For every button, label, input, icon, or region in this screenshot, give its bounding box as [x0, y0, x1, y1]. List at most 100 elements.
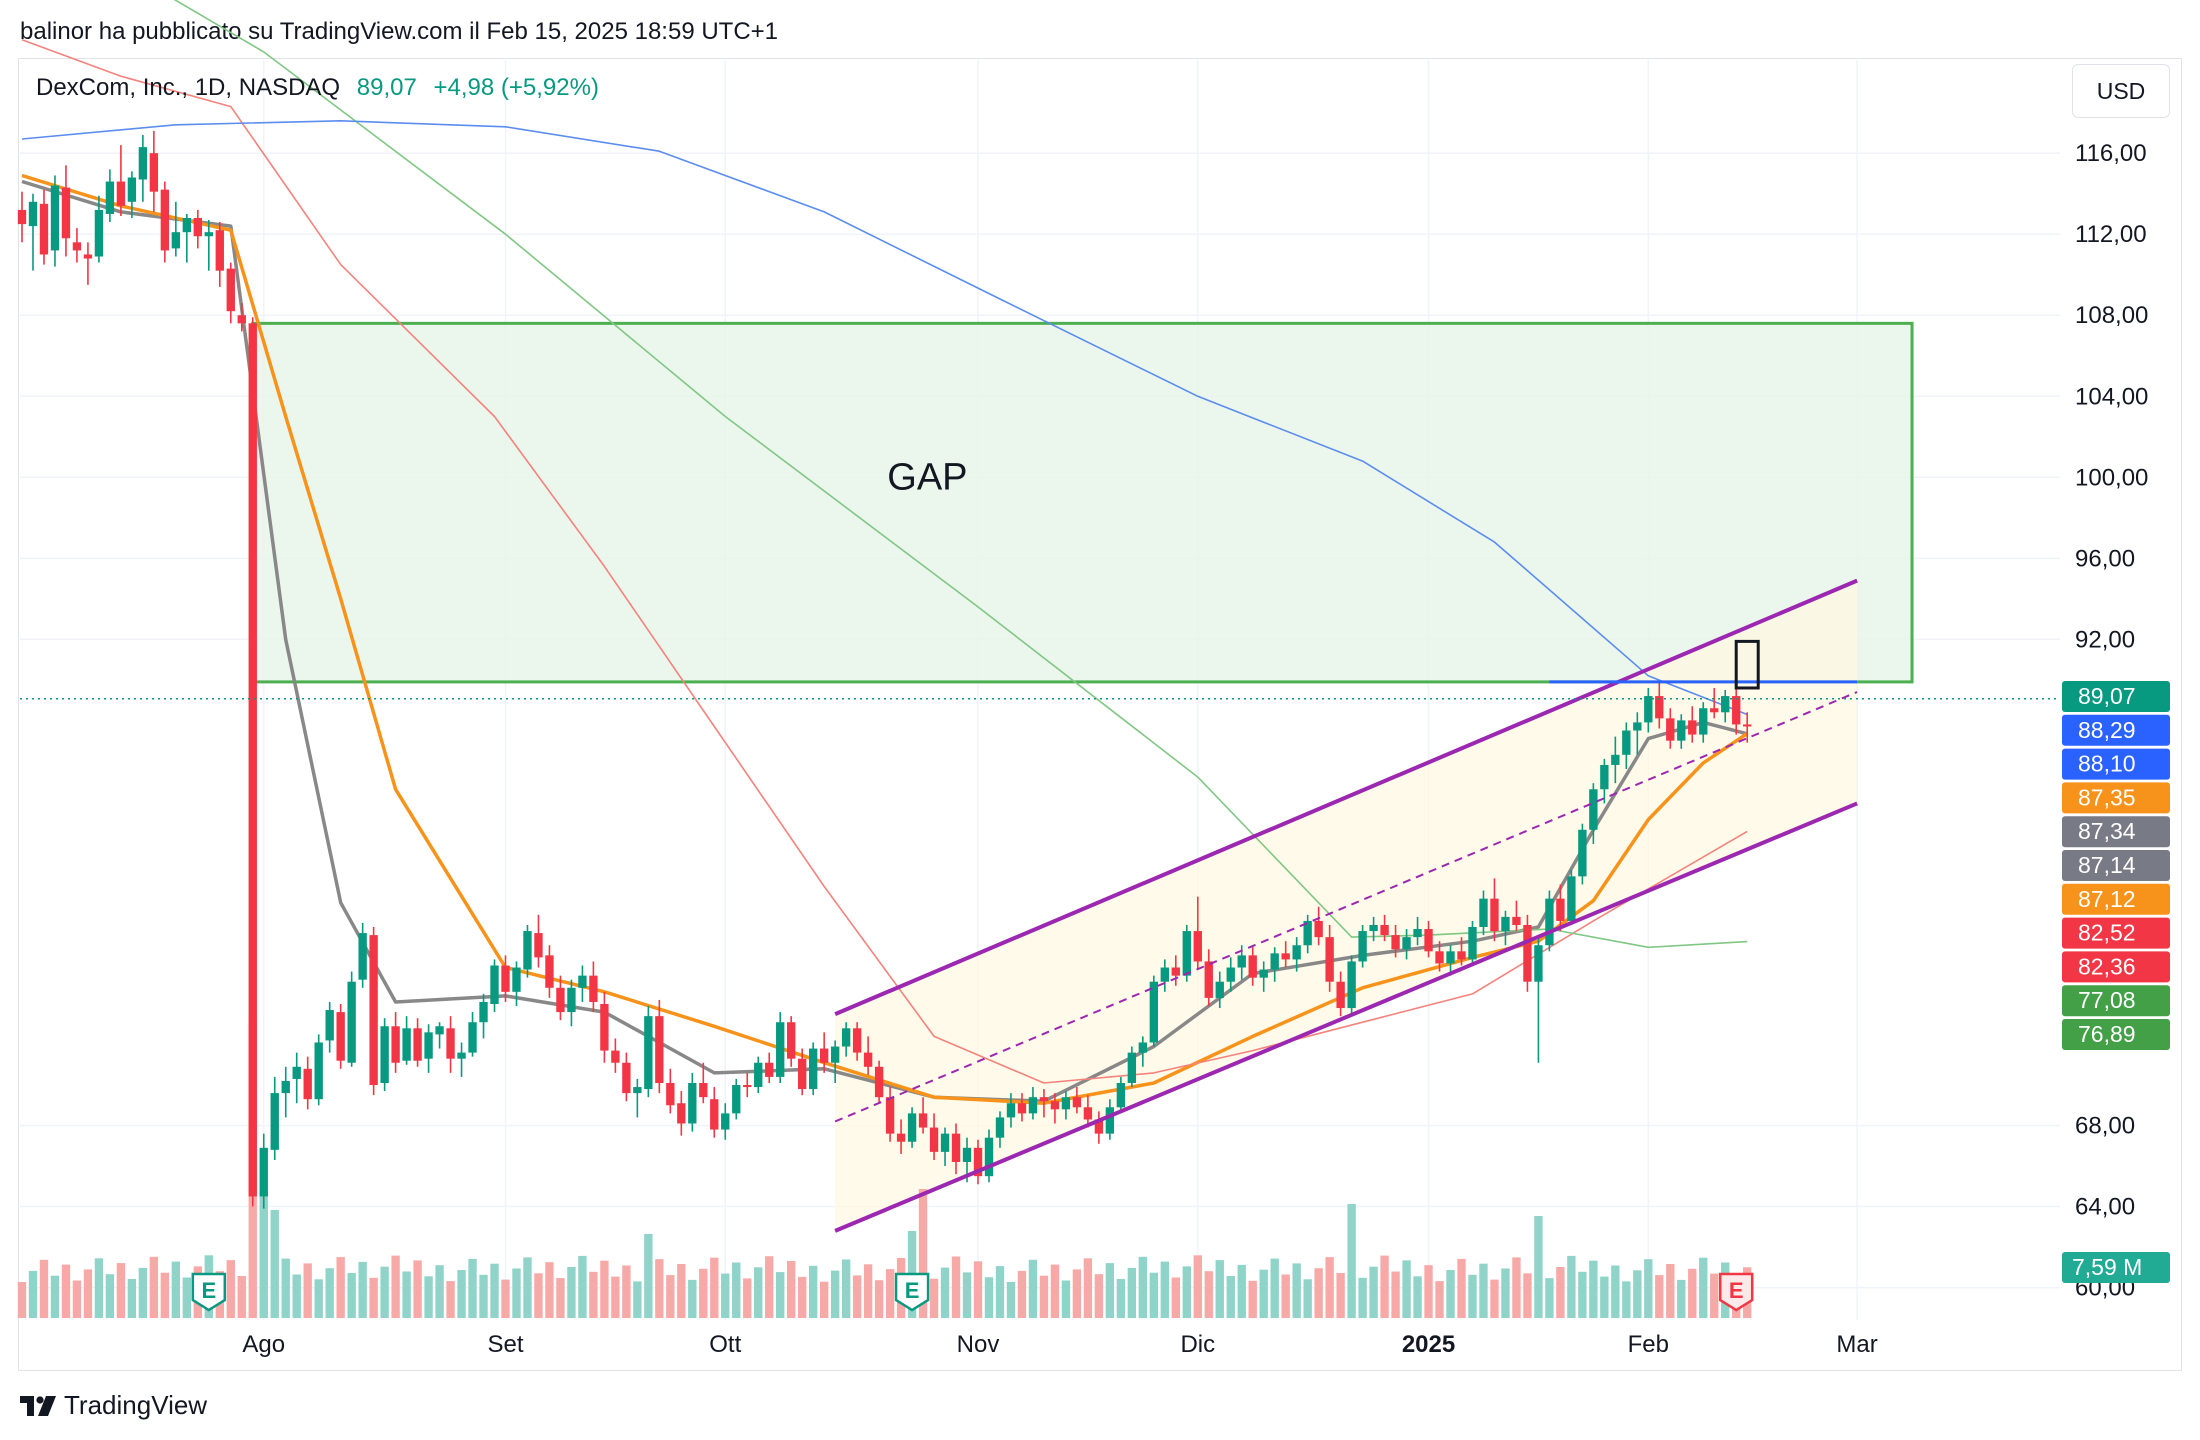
candle-body: [138, 147, 148, 180]
candle-body: [1391, 935, 1400, 950]
earnings-marker: [1718, 1272, 1754, 1312]
volume-bar: [765, 1256, 774, 1318]
candle-body: [918, 1113, 928, 1128]
volume-bar: [874, 1280, 884, 1318]
candle-body: [830, 1046, 840, 1063]
volume-bar: [314, 1279, 323, 1318]
candle-body: [1380, 924, 1389, 936]
candle-body: [1336, 981, 1345, 1009]
candle-body: [809, 1048, 818, 1090]
candle-body: [281, 1080, 290, 1094]
volume-bar: [556, 1278, 565, 1318]
volume-bar: [468, 1258, 477, 1318]
volume-bar: [1380, 1255, 1389, 1318]
candle-body: [1215, 981, 1224, 998]
candle-body: [1446, 951, 1455, 964]
volume-bar: [523, 1257, 532, 1318]
volume-bar: [545, 1262, 554, 1318]
candle-body: [1501, 916, 1510, 932]
candle-body: [413, 1028, 422, 1061]
candle-body: [1435, 951, 1444, 964]
candle-body: [83, 254, 93, 259]
volume-bar: [105, 1274, 115, 1318]
candle-body: [819, 1048, 829, 1063]
legend-symbol: DexCom, Inc., 1D, NASDAQ: [36, 74, 341, 101]
volume-bar: [237, 1276, 246, 1318]
candle-body: [1666, 718, 1675, 741]
price-axis-tick: 96,00: [2075, 545, 2135, 572]
volume-bar: [885, 1269, 895, 1318]
candle-body: [984, 1137, 994, 1177]
volume-bar: [457, 1270, 466, 1318]
candle-body: [1644, 696, 1653, 723]
candle-body: [1490, 898, 1499, 932]
volume-bar: [1369, 1266, 1378, 1318]
volume-bar: [1457, 1258, 1466, 1318]
time-axis-label: 2025: [1402, 1331, 1455, 1358]
volume-bar: [754, 1267, 763, 1318]
volume-bar: [699, 1268, 708, 1318]
candle-body: [874, 1066, 884, 1098]
time-axis-label: Feb: [1628, 1331, 1669, 1358]
tradingview-logo-text: TradingView: [64, 1390, 208, 1420]
candle-body: [94, 209, 104, 257]
candle-body: [17, 209, 27, 225]
volume-bar: [1182, 1266, 1191, 1318]
candle-body: [347, 981, 356, 1063]
candle-body: [1523, 924, 1532, 982]
candle-body: [589, 975, 598, 1002]
volume-bar: [380, 1266, 389, 1318]
volume-bar: [1138, 1256, 1148, 1318]
volume-bar: [446, 1281, 455, 1318]
candle-body: [116, 181, 126, 206]
candle-body: [1721, 696, 1730, 713]
candle-body: [50, 185, 60, 251]
candle-body: [567, 987, 576, 1013]
gap-zone: [251, 321, 1914, 684]
candle-body: [1017, 1103, 1027, 1114]
volume-bar: [951, 1256, 961, 1318]
price-axis-tag-label: 88,10: [2078, 751, 2136, 777]
volume-bar: [809, 1265, 818, 1318]
volume-bar: [1666, 1264, 1675, 1318]
volume-bar: [1292, 1263, 1301, 1318]
candle-body: [402, 1028, 411, 1061]
price-axis-tag: [2062, 850, 2170, 881]
volume-bar: [995, 1266, 1005, 1318]
volume-bar: [1017, 1270, 1027, 1318]
volume-bar: [798, 1276, 807, 1318]
candle-body: [721, 1113, 730, 1130]
legend-last-price: 89,07: [356, 74, 417, 101]
volume-bar: [490, 1263, 499, 1318]
candle-body: [1347, 961, 1356, 1009]
candle-body: [973, 1147, 983, 1177]
candle-body: [1369, 924, 1378, 932]
currency-selector[interactable]: USD: [2072, 64, 2170, 118]
volume-bar: [435, 1265, 444, 1318]
price-axis-tag-label: 89,07: [2078, 683, 2136, 709]
volume-bar: [336, 1257, 345, 1318]
volume-bar: [1347, 1204, 1356, 1318]
candle-body: [699, 1082, 708, 1098]
volume-bar: [1160, 1261, 1169, 1318]
candle-body: [1710, 708, 1719, 713]
volume-bar: [655, 1259, 664, 1318]
volume-bar: [732, 1262, 741, 1318]
price-axis-tag-label: 77,08: [2078, 987, 2136, 1013]
volume-bar: [863, 1264, 873, 1318]
volume-bar: [841, 1259, 851, 1318]
candle-body: [1358, 931, 1367, 962]
candle-body: [1072, 1097, 1082, 1108]
candle-body: [1303, 920, 1312, 946]
candle-body: [1424, 929, 1433, 952]
channel-lower-line: [834, 801, 1858, 1233]
candle-body: [962, 1147, 972, 1162]
candle-body: [523, 931, 532, 970]
candle-body: [446, 1028, 455, 1059]
tradingview-logo[interactable]: TradingView: [20, 1390, 207, 1421]
candle-body: [1699, 708, 1708, 735]
volume-bar: [1193, 1255, 1202, 1318]
axis-tags: 89,07 88,29 88,10 87,35 87,34 87,14 87,12 82,52…: [2062, 681, 2170, 1283]
volume-bar: [303, 1263, 312, 1318]
